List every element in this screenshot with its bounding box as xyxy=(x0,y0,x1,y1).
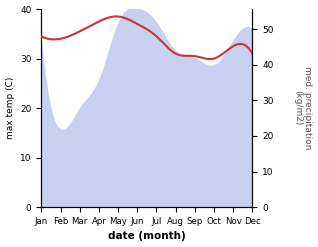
Y-axis label: max temp (C): max temp (C) xyxy=(5,77,15,139)
Y-axis label: med. precipitation
(kg/m2): med. precipitation (kg/m2) xyxy=(293,66,313,150)
X-axis label: date (month): date (month) xyxy=(108,231,186,242)
